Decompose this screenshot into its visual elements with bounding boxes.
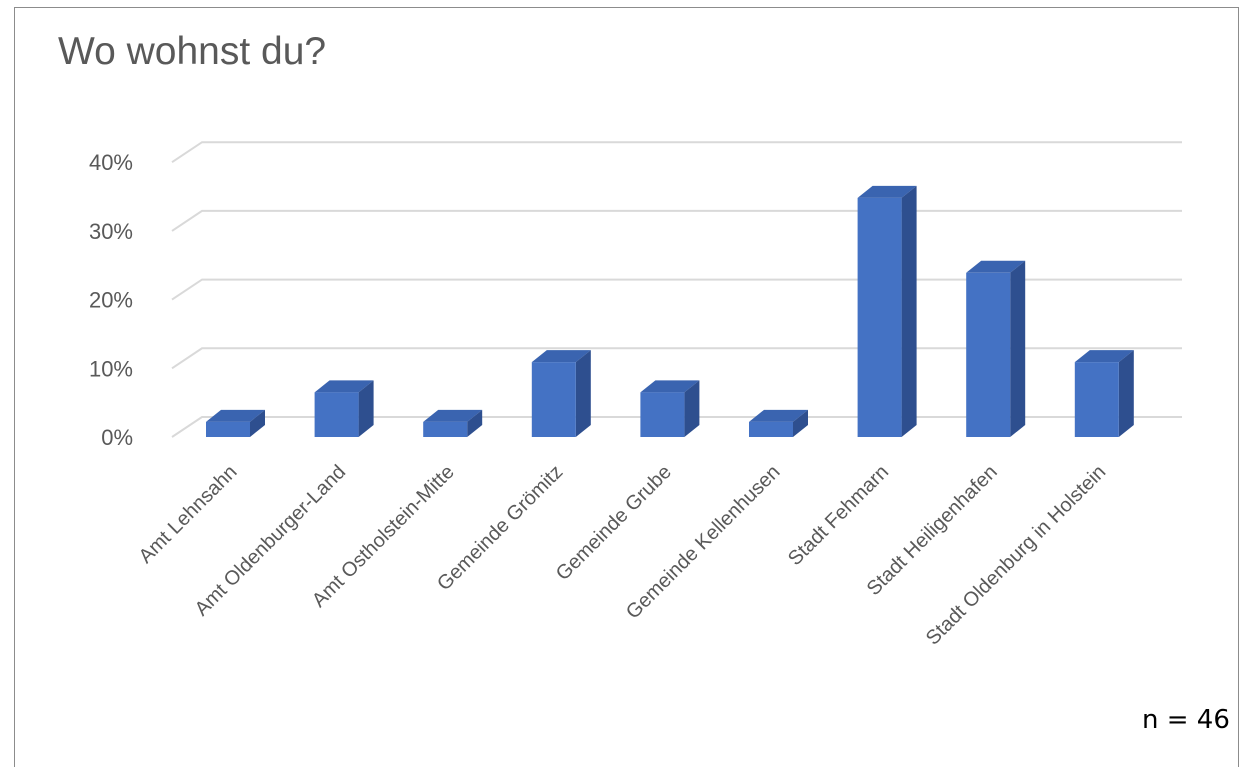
bar-front xyxy=(206,421,250,437)
bar xyxy=(314,380,374,437)
x-category-label: Gemeinde Grube xyxy=(552,461,676,585)
x-category-label: Stadt Fehmarn xyxy=(784,461,893,570)
bar-top xyxy=(206,409,265,422)
bar-top xyxy=(966,260,1026,273)
bar-front xyxy=(966,272,1011,437)
bar xyxy=(749,409,808,437)
bar-side xyxy=(358,380,374,437)
y-tick-label: 0% xyxy=(101,425,133,450)
bar-front xyxy=(314,392,359,437)
bars xyxy=(206,185,1134,437)
bar-top xyxy=(749,409,808,422)
bar-side xyxy=(793,409,808,437)
gridline xyxy=(171,209,1182,232)
sample-size-note: n = 46 xyxy=(1142,705,1230,735)
bar-front xyxy=(531,362,576,437)
x-category-label: Amt Lehnsahn xyxy=(135,461,242,568)
bar-top xyxy=(857,185,917,198)
y-tick-label: 30% xyxy=(89,219,133,244)
bar-top xyxy=(531,350,591,363)
chart-title: Wo wohnst du? xyxy=(58,30,327,73)
bar xyxy=(966,260,1026,437)
bar xyxy=(531,350,591,437)
x-category-label: Stadt Oldenburg in Holstein xyxy=(922,461,1111,650)
bar-front xyxy=(640,392,685,437)
bar xyxy=(423,409,483,437)
bar-side xyxy=(684,380,700,437)
gridline xyxy=(171,278,1182,301)
bar-top xyxy=(1074,350,1134,363)
y-tick-label: 40% xyxy=(89,150,133,175)
bar-top xyxy=(423,409,483,422)
bar-side xyxy=(250,409,265,437)
bar-side xyxy=(1118,350,1134,437)
chart-frame xyxy=(14,7,1239,767)
bar xyxy=(640,380,700,437)
gridline xyxy=(171,416,1182,438)
bar-front xyxy=(1074,362,1119,437)
bar-top xyxy=(314,380,374,393)
gridlines xyxy=(171,141,1182,438)
bar-front xyxy=(749,421,793,437)
bar-front xyxy=(857,197,902,437)
gridline xyxy=(171,347,1182,370)
bar-top xyxy=(640,380,700,393)
y-tick-label: 20% xyxy=(89,288,133,313)
gridline xyxy=(171,141,1182,164)
bar-side xyxy=(901,185,917,437)
bar-side xyxy=(1010,260,1026,437)
bar-front xyxy=(423,421,468,437)
y-axis-ticks: 0% 10% 20% 30% 40% xyxy=(89,150,133,450)
bar xyxy=(206,409,265,437)
bar xyxy=(1074,350,1134,437)
y-tick-label: 10% xyxy=(89,356,133,381)
bar-side xyxy=(575,350,591,437)
bar-side xyxy=(467,409,483,437)
bar xyxy=(857,185,917,437)
